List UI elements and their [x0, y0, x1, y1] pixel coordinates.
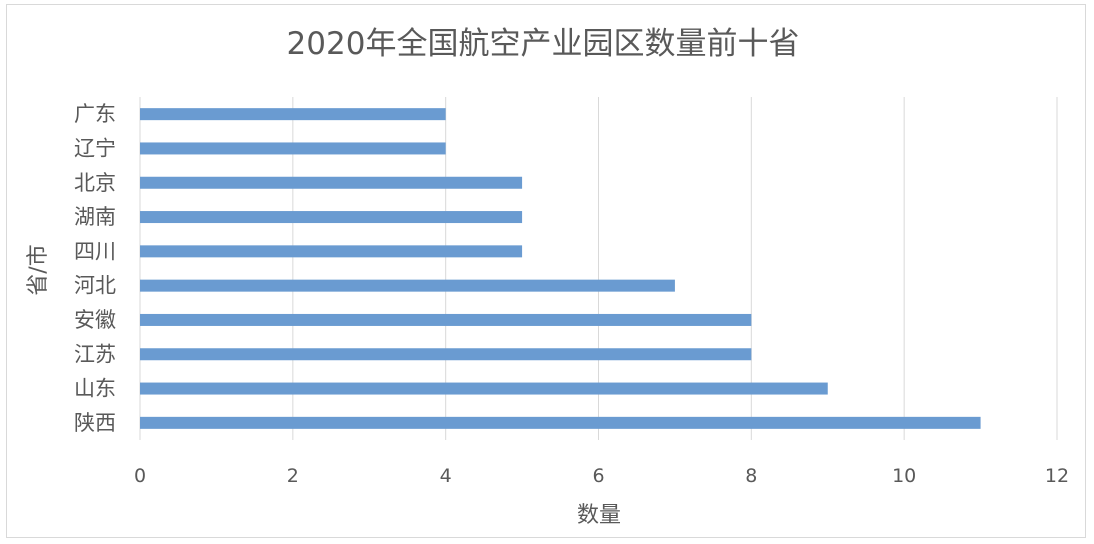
chart-title: 2020年全国航空产业园区数量前十省 [287, 26, 800, 62]
category-label-2: 北京 [74, 171, 116, 195]
bar-4 [140, 245, 523, 258]
x-tick-label-0: 0 [134, 465, 146, 487]
category-label-6: 安徽 [74, 308, 116, 332]
x-tick-label-1: 2 [287, 465, 299, 487]
category-label-3: 湖南 [74, 205, 116, 229]
bars [140, 108, 981, 429]
category-label-8: 山东 [74, 377, 116, 401]
y-axis-label: 省/市 [26, 244, 51, 295]
x-tick-label-4: 8 [745, 465, 757, 487]
bar-5 [140, 279, 675, 292]
bar-2 [140, 176, 523, 189]
x-tick-label-2: 4 [440, 465, 452, 487]
bar-8 [140, 382, 828, 395]
category-label-1: 辽宁 [74, 136, 116, 160]
x-tick-label-5: 10 [892, 465, 916, 487]
bar-0 [140, 108, 446, 121]
bar-7 [140, 348, 752, 361]
category-label-4: 四川 [74, 239, 116, 263]
bar-9 [140, 416, 981, 429]
bar-1 [140, 142, 446, 155]
x-tick-labels: 0 2 4 6 8 10 12 [134, 465, 1069, 487]
category-label-0: 广东 [74, 102, 116, 126]
category-label-9: 陕西 [74, 411, 116, 435]
bar-6 [140, 313, 752, 326]
category-label-5: 河北 [74, 274, 116, 298]
chart-frame [6, 4, 1086, 538]
x-tick-label-3: 6 [592, 465, 604, 487]
bar-3 [140, 211, 523, 224]
category-label-7: 江苏 [74, 342, 116, 366]
x-tick-label-6: 12 [1045, 465, 1069, 487]
x-axis-label: 数量 [577, 503, 621, 528]
